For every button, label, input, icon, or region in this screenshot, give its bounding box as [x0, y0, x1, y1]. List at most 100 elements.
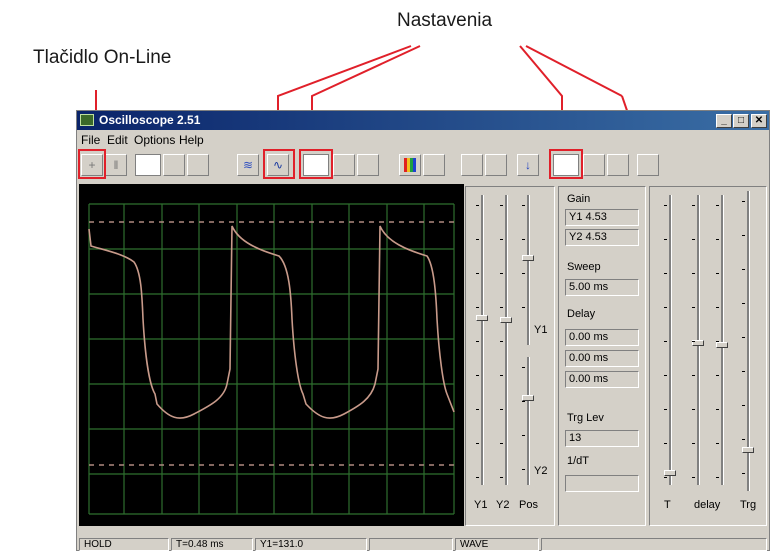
sine-icon: ∿	[272, 158, 284, 172]
slider-tick	[522, 401, 525, 402]
toolbar-button-13[interactable]	[485, 154, 507, 176]
app-icon	[80, 114, 94, 126]
sweep-field: 5.00 ms	[565, 279, 639, 296]
oscilloscope-screen[interactable]	[79, 184, 464, 526]
slider-tick	[500, 409, 503, 410]
highlight-box-2	[299, 149, 333, 179]
slider-tick	[692, 477, 695, 478]
label-delay-bottom: delay	[694, 499, 721, 511]
status-y1: Y1=131.0	[255, 538, 367, 551]
trg-lev-field: 13	[565, 430, 639, 447]
slider-time[interactable]	[664, 195, 676, 485]
pause-icon: ‖	[113, 158, 119, 172]
highlight-sine-button	[263, 149, 295, 179]
slider-tick	[664, 375, 667, 376]
sweep-label: Sweep	[567, 261, 601, 273]
toolbar-box-2[interactable]	[303, 154, 329, 176]
slider-tick	[716, 307, 719, 308]
label-t-bottom: T	[664, 499, 671, 511]
toolbar-button-12[interactable]	[461, 154, 483, 176]
slider-tick	[692, 443, 695, 444]
slider-tick	[476, 239, 479, 240]
slider-tick	[716, 273, 719, 274]
delay-label: Delay	[567, 308, 596, 320]
menu-file[interactable]: File	[81, 133, 101, 147]
sine-button[interactable]: ∿	[267, 154, 289, 176]
slider-y2-gain[interactable]	[500, 195, 512, 485]
slider-y2-gain-thumb[interactable]	[500, 317, 512, 323]
label-y1-side: Y1	[534, 324, 548, 336]
delay-field-3: 0.00 ms	[565, 371, 639, 388]
slider-tick	[664, 239, 667, 240]
wave-button[interactable]: ≋	[237, 154, 259, 176]
toolbar-box-3[interactable]	[553, 154, 579, 176]
slider-tick	[692, 205, 695, 206]
label-trg-bottom: Trg	[740, 499, 757, 511]
minimize-button[interactable]: _	[716, 114, 732, 128]
toolbar-button-18[interactable]	[637, 154, 659, 176]
maximize-button[interactable]: □	[733, 114, 749, 128]
delay-field-1: 0.00 ms	[565, 329, 639, 346]
slider-tick	[476, 307, 479, 308]
highlight-online-button	[78, 149, 106, 179]
slider-tick	[476, 477, 479, 478]
status-empty-2	[541, 538, 767, 551]
slider-y2-pos[interactable]	[522, 357, 534, 485]
timing-slider-panel: T delay Trg	[649, 186, 767, 526]
slider-tick	[692, 375, 695, 376]
slider-tick	[716, 205, 719, 206]
slider-y2-pos-thumb[interactable]	[522, 395, 534, 401]
slider-tick	[742, 201, 745, 202]
toolbar-button-8[interactable]	[333, 154, 355, 176]
slider-tick	[664, 341, 667, 342]
slider-tick	[742, 439, 745, 440]
arrow-down-button[interactable]: ↓	[517, 154, 539, 176]
toolbar-button-11[interactable]	[423, 154, 445, 176]
oscilloscope-trace	[88, 203, 455, 515]
annotation-nastavenia: Nastavenia	[397, 10, 493, 31]
slider-y1-gain-thumb[interactable]	[476, 315, 488, 321]
slider-tick	[500, 443, 503, 444]
menu-help[interactable]: Help	[179, 133, 204, 147]
slider-tick	[716, 409, 719, 410]
slider-trigger[interactable]	[742, 191, 754, 491]
slider-tick	[716, 375, 719, 376]
toolbar-button-4[interactable]	[187, 154, 209, 176]
pause-button[interactable]: ‖	[105, 154, 127, 176]
gain-y2-field: Y2 4.53	[565, 229, 639, 246]
slider-tick	[500, 477, 503, 478]
toolbar-box-1[interactable]	[135, 154, 161, 176]
menu-edit[interactable]: Edit	[107, 133, 128, 147]
toolbar-button-3[interactable]	[163, 154, 185, 176]
toolbar-button-17[interactable]	[607, 154, 629, 176]
slider-tick	[476, 273, 479, 274]
close-button[interactable]: ✕	[751, 114, 767, 128]
delay-field-2: 0.00 ms	[565, 350, 639, 367]
slider-tick	[664, 307, 667, 308]
slider-tick	[522, 469, 525, 470]
slider-tick	[692, 273, 695, 274]
slider-tick	[664, 273, 667, 274]
toolbar-button-9[interactable]	[357, 154, 379, 176]
slider-tick	[476, 375, 479, 376]
slider-delay-1-thumb[interactable]	[692, 340, 704, 346]
online-button[interactable]: +	[81, 154, 103, 176]
slider-delay-1[interactable]	[692, 195, 704, 485]
slider-y1-gain[interactable]	[476, 195, 488, 485]
slider-tick	[522, 273, 525, 274]
status-mode: HOLD	[79, 538, 169, 551]
slider-y1-pos-thumb[interactable]	[522, 255, 534, 261]
menu-options[interactable]: Options	[134, 133, 176, 147]
toolbar-button-16[interactable]	[583, 154, 605, 176]
slider-tick	[716, 443, 719, 444]
slider-tick	[716, 477, 719, 478]
slider-tick	[522, 367, 525, 368]
slider-delay-2[interactable]	[716, 195, 728, 485]
slider-y1-pos[interactable]	[522, 195, 534, 345]
slider-delay-2-thumb[interactable]	[716, 342, 728, 348]
slider-trigger-thumb[interactable]	[742, 447, 754, 453]
highlight-box-3	[549, 149, 583, 179]
annotation-online-button: Tlačidlo On-Line	[33, 47, 172, 68]
slider-time-thumb[interactable]	[664, 470, 676, 476]
color-bars-button[interactable]	[399, 154, 421, 176]
